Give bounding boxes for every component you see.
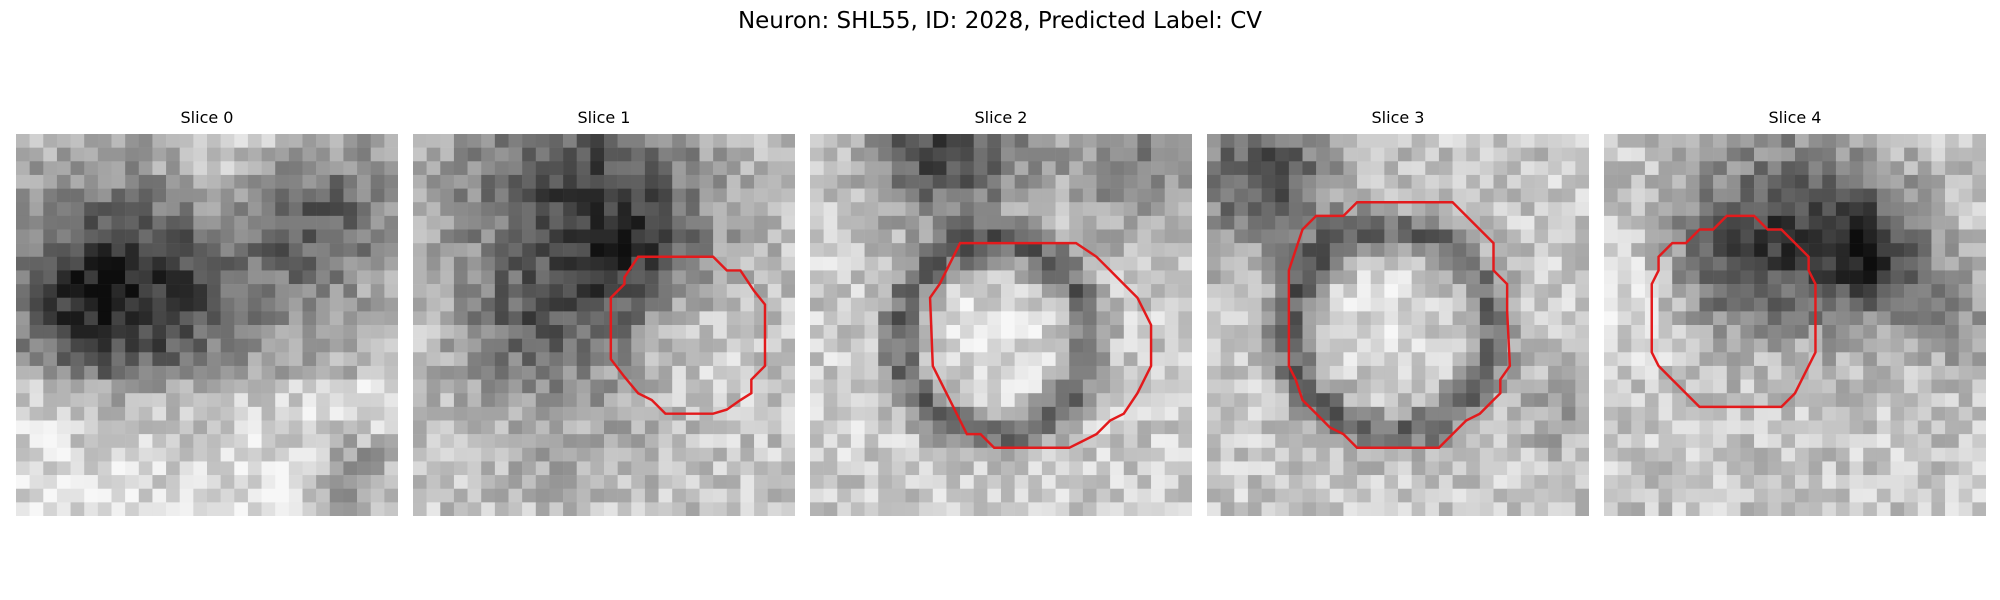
- slice-title: Slice 4: [1768, 108, 1822, 127]
- slice-title: Slice 1: [577, 108, 631, 127]
- slice-image: [1207, 134, 1589, 516]
- slice-image: [1604, 134, 1986, 516]
- segmentation-contour: [609, 255, 767, 415]
- slice-title: Slice 0: [180, 108, 234, 127]
- figure-title: Neuron: SHL55, ID: 2028, Predicted Label…: [737, 8, 1263, 34]
- slice-image: [810, 134, 1192, 516]
- slice-image: [16, 134, 398, 516]
- slice-title: Slice 2: [974, 108, 1028, 127]
- slice-image: [413, 134, 795, 516]
- segmentation-contour: [928, 241, 1153, 450]
- slice-title: Slice 3: [1371, 108, 1425, 127]
- segmentation-contour: [1287, 200, 1512, 450]
- segmentation-contour: [1650, 214, 1817, 409]
